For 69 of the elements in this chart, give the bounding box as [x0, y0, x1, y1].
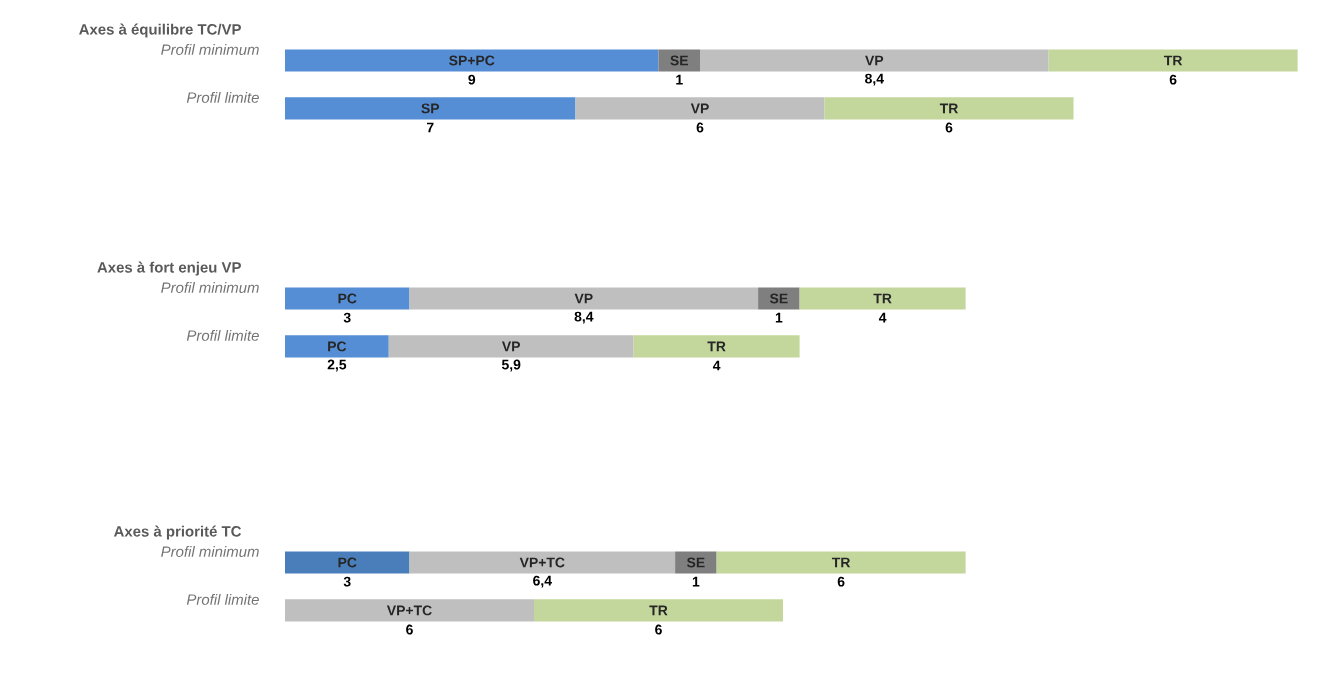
bar — [285, 287, 410, 310]
y-tick-label: Profil limite — [186, 593, 259, 605]
data-label: 6 — [655, 624, 662, 635]
text: TR — [873, 293, 892, 304]
bar — [285, 335, 389, 358]
bar — [575, 97, 825, 120]
series-label: SP+PC — [449, 55, 495, 66]
y-tick-label: Profil minimum — [161, 281, 259, 293]
bar — [824, 97, 1074, 120]
text: VP — [574, 293, 593, 304]
bar — [285, 551, 410, 574]
bar — [285, 97, 576, 120]
bar — [700, 49, 1049, 72]
text: TR — [649, 605, 668, 616]
data-label: 6 — [696, 122, 704, 133]
bar — [758, 287, 800, 310]
data-label: 6 — [1169, 74, 1177, 85]
data-label: 3 — [343, 576, 351, 587]
bar — [633, 335, 800, 358]
series-label: SP — [421, 103, 440, 114]
data-label: 6,4 — [533, 575, 552, 588]
data-label: 4 — [712, 360, 721, 371]
bar — [1048, 49, 1298, 72]
text: VP+TC — [386, 605, 432, 616]
bar — [675, 551, 717, 574]
data-label: 7 — [426, 122, 434, 133]
bar — [716, 551, 966, 574]
data-label: 6 — [837, 576, 845, 587]
bar — [409, 287, 759, 310]
data-label: 1 — [692, 576, 700, 587]
data-label: 6 — [945, 122, 953, 133]
data-label: 5,9 — [501, 359, 521, 372]
y-tick-label: Profil limite — [186, 329, 259, 341]
bar — [285, 49, 659, 72]
data-label: 8,4 — [574, 311, 594, 324]
series-label: TR — [707, 341, 726, 352]
series-label: PC — [338, 293, 357, 304]
series-label: VP+TC — [519, 557, 565, 568]
bar — [658, 49, 701, 72]
y-tick-label: Profil limite — [186, 91, 259, 103]
series-label: VP — [865, 55, 884, 66]
series-label: TR — [1163, 55, 1183, 66]
series-label: SE — [769, 293, 788, 304]
series-label: SE — [686, 557, 705, 568]
bar — [285, 599, 534, 622]
data-label: 1 — [775, 312, 783, 323]
data-label: 3 — [343, 312, 351, 323]
text: TR — [939, 103, 959, 114]
data-label: 4 — [878, 312, 887, 323]
series-label: VP — [501, 341, 521, 352]
data-label: 8,4 — [865, 73, 884, 86]
series-label: PC — [338, 557, 357, 568]
series-label: TR — [831, 557, 851, 568]
text: Axes à équilibre TC/VP — [79, 23, 241, 38]
bar — [409, 551, 676, 574]
bar — [388, 335, 634, 358]
chart-title: Axes à priorité TC — [113, 525, 242, 540]
bar — [799, 287, 966, 310]
chart-title: Axes à fort enjeu VP — [97, 261, 241, 276]
data-label: 2,5 — [327, 359, 347, 372]
text: VP — [690, 103, 709, 114]
y-tick-label: Profil minimum — [161, 545, 259, 557]
data-label: 1 — [676, 74, 683, 85]
series-label: SE — [670, 55, 689, 66]
bar — [534, 599, 784, 622]
y-tick-label: Profil minimum — [161, 43, 259, 55]
data-label: 6 — [406, 624, 413, 635]
text: PC — [328, 341, 347, 352]
data-label: 9 — [468, 74, 476, 85]
